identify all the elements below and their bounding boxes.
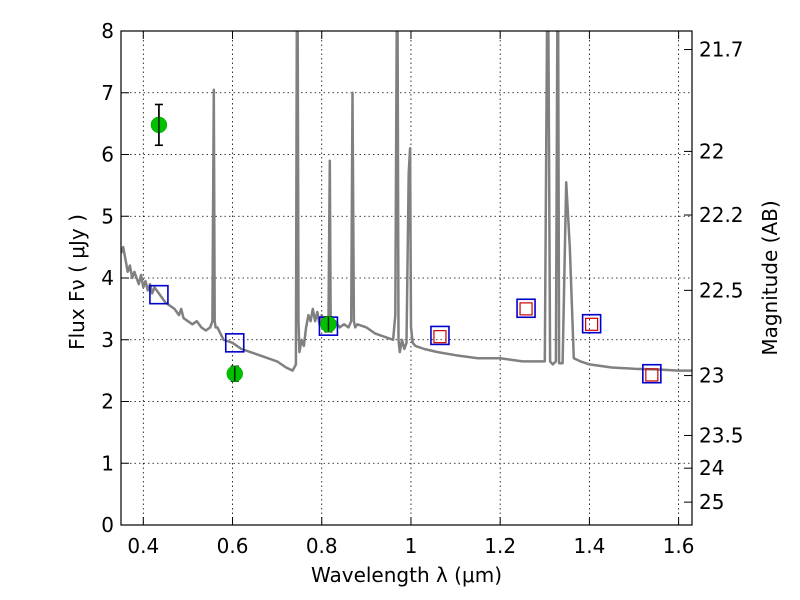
grid-lines	[121, 31, 692, 525]
right-tick-label: 23.5	[699, 423, 744, 447]
blue-square-marker	[149, 284, 169, 305]
red-square-marker	[519, 302, 533, 316]
red-square-marker	[585, 317, 599, 331]
blue-square-marker	[430, 325, 450, 346]
axis-ticks: 0.4 0.6 0.8 1 1.2 1.4 1.601234567821.72222.222…	[101, 19, 743, 558]
right-tick-label: 22.2	[699, 203, 744, 227]
right-tick-label: 21.7	[699, 38, 744, 62]
y-axis-right-title: Magnitude (AB)	[758, 200, 782, 355]
x-tick-label: 1.6	[663, 534, 695, 558]
y-tick-label: 7	[101, 81, 114, 105]
x-tick-label: 0.6	[217, 534, 249, 558]
right-tick-label: 24	[699, 456, 724, 480]
y-tick-label: 6	[101, 143, 114, 167]
sed-template-layer	[121, 31, 692, 372]
x-axis-title: Wavelength λ (μm)	[311, 563, 502, 587]
y-tick-label: 3	[101, 328, 114, 352]
blue-square-marker	[224, 333, 245, 353]
x-tick-label: 1	[405, 534, 418, 558]
y-tick-label: 2	[101, 390, 114, 414]
y-tick-label: 0	[101, 513, 114, 537]
x-tick-label: 0.4	[127, 534, 159, 558]
blue-square-marker	[516, 298, 536, 319]
blue-square-marker	[642, 363, 662, 384]
y-tick-label: 4	[101, 266, 114, 290]
x-tick-label: 1.2	[484, 534, 516, 558]
y-tick-label: 8	[101, 19, 114, 43]
red-square-marker	[433, 330, 447, 344]
photometry-markers	[149, 103, 662, 384]
x-tick-label: 1.4	[573, 534, 605, 558]
x-tick-label: 0.8	[306, 534, 338, 558]
right-tick-label: 22	[699, 139, 724, 163]
sed-template-line	[121, 31, 692, 372]
y-tick-label: 1	[101, 451, 114, 475]
right-tick-label: 23	[699, 364, 724, 388]
red-square-marker	[645, 368, 659, 382]
y-tick-label: 5	[101, 204, 114, 228]
y-axis-title: Flux Fν ( μJy )	[65, 214, 89, 350]
right-tick-label: 25	[699, 490, 724, 514]
right-tick-label: 22.5	[699, 278, 744, 302]
blue-square-marker	[581, 313, 602, 334]
